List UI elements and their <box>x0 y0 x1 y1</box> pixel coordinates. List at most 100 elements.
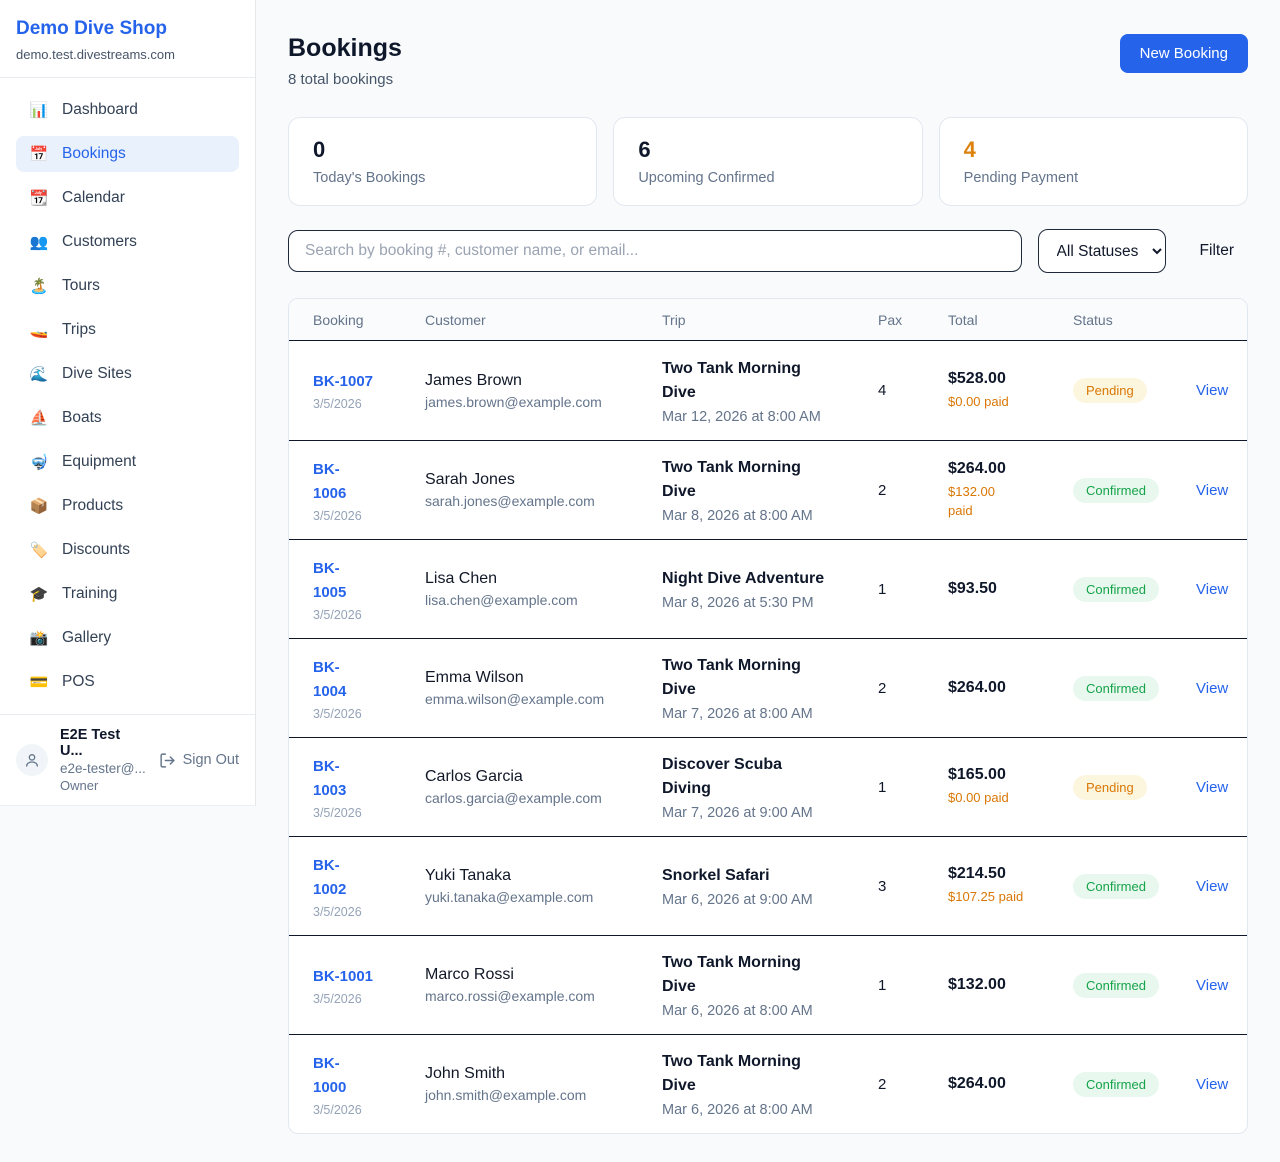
view-link[interactable]: View <box>1196 778 1229 796</box>
view-link[interactable]: View <box>1196 1075 1229 1093</box>
sidebar-item-boats[interactable]: ⛵ Boats <box>16 400 239 436</box>
tag-icon: 🏷️ <box>29 542 49 559</box>
view-link[interactable]: View <box>1196 976 1229 994</box>
trip-name: Two Tank Morning Dive <box>662 459 801 500</box>
stat-label: Today's Bookings <box>313 170 426 186</box>
sidebar-item-label: Tours <box>62 277 100 294</box>
booking-id-link[interactable]: BK- 1005 <box>313 559 347 601</box>
stat-label: Upcoming Confirmed <box>638 170 775 186</box>
new-booking-button[interactable]: New Booking <box>1119 34 1248 73</box>
trip-datetime: Mar 8, 2026 at 5:30 PM <box>662 595 814 611</box>
booking-id-link[interactable]: BK- 1006 <box>313 460 347 502</box>
booking-id-link[interactable]: BK- 1004 <box>313 658 347 700</box>
trip-datetime: Mar 8, 2026 at 8:00 AM <box>662 508 813 524</box>
view-link[interactable]: View <box>1196 877 1229 895</box>
page-subtitle: 8 total bookings <box>288 71 394 88</box>
view-link[interactable]: View <box>1196 382 1229 399</box>
page-title: Bookings <box>288 34 402 62</box>
graduation-cap-icon: 🎓 <box>29 586 49 603</box>
sidebar-item-label: Dive Sites <box>62 365 132 382</box>
stat-value: 4 <box>963 137 976 162</box>
booking-id-link[interactable]: BK- 1003 <box>313 757 347 799</box>
sidebar-item-dashboard[interactable]: 📊 Dashboard <box>16 92 239 128</box>
booking-id-link[interactable]: BK-1007 <box>313 373 374 390</box>
booking-id-link[interactable]: BK- 1000 <box>313 1054 347 1096</box>
total-amount: $132.00 <box>948 976 1006 993</box>
booking-date: 3/5/2026 <box>313 991 362 1006</box>
customer-name: Carlos Garcia <box>425 768 523 785</box>
total-amount: $165.00 <box>948 766 1006 784</box>
sign-out-label: Sign Out <box>182 752 239 768</box>
customer-name: Emma Wilson <box>425 669 524 686</box>
stat-card: 6 Upcoming Confirmed <box>613 117 923 206</box>
camera-icon: 📸 <box>29 630 49 647</box>
pax-count: 3 <box>878 877 887 895</box>
user-email: e2e-tester@... <box>60 761 146 776</box>
customer-name: Yuki Tanaka <box>425 867 511 884</box>
page-header: Bookings 8 total bookings New Booking <box>288 34 1248 88</box>
person-icon <box>26 754 38 767</box>
customer-email: sarah.jones@example.com <box>425 493 595 509</box>
stat-value: 6 <box>638 137 651 162</box>
stat-label: Pending Payment <box>963 170 1079 186</box>
sidebar-item-label: Bookings <box>62 145 126 162</box>
booking-id-link[interactable]: BK-1001 <box>313 967 374 985</box>
table-row: BK-1001 3/5/2026 Marco Rossi marco.rossi… <box>289 935 1247 1034</box>
booking-id-link[interactable]: BK- 1002 <box>313 856 347 898</box>
stat-card: 4 Pending Payment <box>938 117 1248 206</box>
sidebar-item-gallery[interactable]: 📸 Gallery <box>16 620 239 656</box>
status-select[interactable]: All Statuses <box>1037 229 1166 273</box>
sidebar-item-equipment[interactable]: 🤿 Equipment <box>16 444 239 480</box>
sidebar-item-label: Calendar <box>62 189 125 206</box>
package-icon: 📦 <box>29 498 49 515</box>
trip-name: Discover Scuba Diving <box>662 756 783 797</box>
tear-off-calendar-icon: 📆 <box>29 190 49 207</box>
sidebar-item-customers[interactable]: 👥 Customers <box>16 224 239 260</box>
booking-date: 3/5/2026 <box>313 607 362 622</box>
speedboat-icon: 🚤 <box>29 322 49 339</box>
customer-email: marco.rossi@example.com <box>425 988 595 1004</box>
sidebar-item-tours[interactable]: 🏝️ Tours <box>16 268 239 304</box>
table-row: BK- 1003 3/5/2026 Carlos Garcia carlos.g… <box>289 737 1247 836</box>
sidebar-item-label: Products <box>62 497 124 514</box>
stat-card: 0 Today's Bookings <box>288 117 598 206</box>
sidebar-item-bookings[interactable]: 📅 Bookings <box>16 136 239 172</box>
booking-date: 3/5/2026 <box>313 397 362 411</box>
sidebar-item-calendar[interactable]: 📆 Calendar <box>16 180 239 216</box>
customer-name: Marco Rossi <box>425 966 514 983</box>
paid-amount: $0.00 paid <box>948 790 1009 806</box>
booking-date: 3/5/2026 <box>313 508 362 523</box>
sidebar-item-dive-sites[interactable]: 🌊 Dive Sites <box>16 356 239 392</box>
total-amount: $264.00 <box>948 1075 1006 1092</box>
booking-date: 3/5/2026 <box>313 805 362 820</box>
view-link[interactable]: View <box>1196 679 1229 697</box>
filter-button[interactable]: Filter <box>1182 242 1248 260</box>
paid-amount: $132.00 paid <box>948 483 995 519</box>
sidebar-item-trips[interactable]: 🚤 Trips <box>16 312 239 348</box>
sign-out-button[interactable]: Sign Out <box>159 752 239 769</box>
customer-name: Lisa Chen <box>425 570 498 587</box>
wave-icon: 🌊 <box>29 366 49 383</box>
search-input[interactable] <box>288 230 1022 272</box>
sidebar-item-training[interactable]: 🎓 Training <box>16 576 239 612</box>
sidebar-item-pos[interactable]: 💳 POS <box>16 664 239 700</box>
trip-name: Night Dive Adventure <box>662 570 825 587</box>
shop-name: Demo Dive Shop <box>16 18 167 39</box>
brand-block: Demo Dive Shop demo.test.divestreams.com <box>0 0 255 78</box>
status-badge: Pending <box>1073 774 1147 800</box>
pax-count: 4 <box>878 382 887 399</box>
customer-email: carlos.garcia@example.com <box>425 790 602 806</box>
sidebar-item-products[interactable]: 📦 Products <box>16 488 239 524</box>
sidebar-item-discounts[interactable]: 🏷️ Discounts <box>16 532 239 568</box>
customer-name: John Smith <box>425 1065 506 1082</box>
trip-datetime: Mar 6, 2026 at 8:00 AM <box>662 1003 813 1019</box>
paid-amount: $107.25 paid <box>948 889 1024 905</box>
view-link[interactable]: View <box>1196 481 1229 499</box>
total-amount: $528.00 <box>948 369 1006 387</box>
customer-email: emma.wilson@example.com <box>425 691 605 707</box>
column-header-status: Status <box>1073 311 1113 328</box>
view-link[interactable]: View <box>1196 580 1229 598</box>
user-info: E2E Test U... e2e-tester@... Owner <box>60 727 147 793</box>
trip-datetime: Mar 6, 2026 at 9:00 AM <box>662 892 813 908</box>
sidebar-item-label: POS <box>62 673 95 690</box>
